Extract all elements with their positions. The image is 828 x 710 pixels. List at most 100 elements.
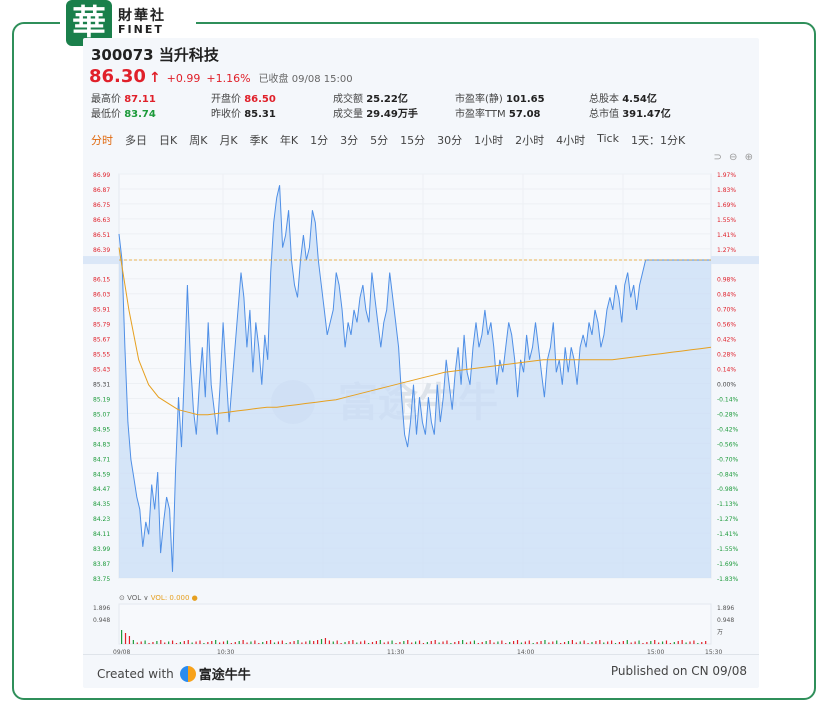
volume-bar	[587, 643, 589, 644]
finet-logo: 華 財華社 FINET	[66, 0, 166, 46]
volume-bar	[383, 642, 385, 644]
pct-tick-label: 0.84%	[717, 292, 736, 299]
y-tick-label: 84.83	[93, 441, 110, 448]
volume-bar	[630, 642, 632, 644]
tab-15[interactable]: Tick	[597, 132, 619, 145]
futu-logo-icon	[179, 665, 196, 682]
tab-8[interactable]: 3分	[340, 134, 359, 147]
volume-bar	[583, 640, 585, 644]
tab-16[interactable]: 1天：1分K	[630, 134, 686, 147]
volume-bar	[618, 642, 621, 644]
pct-tick-label: 0.14%	[717, 367, 736, 374]
volume-bar	[305, 641, 307, 644]
tab-11[interactable]: 30分	[437, 134, 463, 147]
volume-toggle[interactable]: ⊙ VOL ∨	[119, 594, 149, 602]
y-tick-label: 86.99	[93, 172, 110, 179]
pct-tick-label: -0.98%	[717, 486, 739, 493]
tab-9[interactable]: 5分	[370, 134, 389, 147]
chart-zoom-controls[interactable]: ⊃ ⊖ ⊕	[713, 152, 755, 163]
tab-14[interactable]: 4小时	[556, 134, 586, 147]
pct-tick-label: -1.69%	[717, 561, 739, 568]
tab-6[interactable]: 年K	[279, 134, 299, 147]
volume-bar	[407, 640, 409, 644]
tab-0[interactable]: 分时	[91, 134, 113, 147]
tab-2[interactable]: 日K	[159, 134, 178, 147]
y-tick-label: 85.91	[93, 307, 110, 314]
y-tick-label: 84.35	[93, 501, 110, 508]
pct-tick-label: -0.28%	[717, 411, 739, 418]
volume-bar	[195, 641, 197, 644]
volume-bar	[634, 641, 636, 644]
volume-bar	[164, 642, 166, 644]
volume-bar	[693, 640, 695, 644]
x-tick-label: 11:30	[387, 649, 404, 656]
tab-10[interactable]: 15分	[400, 134, 426, 147]
volume-bar	[136, 642, 138, 644]
x-tick-label: 14:00	[517, 649, 534, 656]
volume-bar	[434, 640, 436, 644]
volume-bar	[560, 643, 562, 644]
volume-bar	[364, 640, 366, 644]
volume-bar	[497, 641, 499, 644]
volume-bar	[614, 643, 617, 644]
volume-bar	[473, 640, 475, 644]
volume-bar	[607, 641, 609, 644]
volume-bar	[352, 640, 354, 644]
volume-bar	[422, 643, 425, 644]
volume-bar	[509, 642, 511, 644]
logo-glyph-icon: 華	[66, 0, 112, 46]
volume-bar	[654, 640, 656, 644]
volume-bar	[411, 642, 413, 644]
volume-bar	[360, 641, 362, 644]
volume-bar	[528, 640, 530, 644]
tab-1[interactable]: 多日	[125, 134, 147, 147]
pct-tick-label: 0.42%	[717, 337, 736, 344]
volume-bar	[638, 640, 640, 644]
tab-4[interactable]: 月K	[219, 134, 238, 147]
volume-bar	[168, 641, 170, 644]
volume-bar	[469, 641, 472, 644]
tab-12[interactable]: 1小时	[474, 134, 504, 147]
volume-bar	[418, 640, 421, 644]
volume-bar	[516, 640, 519, 644]
volume-bar	[701, 642, 703, 644]
intraday-chart: 86.99 1.97% 86.87 1.83% 86.75 1.69% 86.63 1.55%…	[83, 172, 759, 656]
created-with: Created with 富途牛牛	[97, 664, 251, 683]
vol-tick-right: 1.896	[717, 605, 734, 612]
volume-bar	[320, 639, 323, 644]
tab-3[interactable]: 周K	[189, 134, 208, 147]
volume-bar	[493, 642, 495, 644]
volume-bar	[426, 642, 428, 644]
volume-bar	[524, 641, 526, 644]
logo-text: 財華社 FINET	[118, 9, 166, 37]
volume-bar	[513, 641, 515, 644]
x-tick-label: 09/08	[113, 649, 130, 656]
volume-bar	[399, 642, 401, 644]
pct-tick-label: 1.69%	[717, 202, 736, 209]
tab-13[interactable]: 2小时	[515, 134, 545, 147]
volume-bar	[579, 641, 581, 644]
tab-5[interactable]: 季K	[249, 134, 268, 147]
pct-tick-label: -0.42%	[717, 426, 739, 433]
volume-bar	[175, 643, 178, 644]
published-on: Published on CN 09/08	[610, 664, 747, 678]
price-row: 86.30 ↑ +0.99 +1.16% 已收盘 09/08 15:00	[89, 66, 353, 87]
volume-bar	[403, 641, 405, 644]
tab-7[interactable]: 1分	[310, 134, 329, 147]
volume-bar	[124, 633, 127, 644]
outer-frame	[12, 22, 816, 700]
created-label: Created with	[97, 666, 174, 681]
volume-area	[118, 603, 712, 645]
last-price-tag-right	[711, 256, 759, 265]
pct-tick-label: 1.83%	[717, 187, 736, 194]
pct-tick-label: -0.70%	[717, 456, 739, 463]
volume-legend[interactable]: ⊙ VOL ∨ VOL: 0.000 ●	[119, 594, 198, 602]
volume-bar	[179, 642, 181, 644]
y-tick-label: 83.87	[93, 561, 110, 568]
pct-tick-label: 0.70%	[717, 307, 736, 314]
y-tick-label: 83.99	[93, 546, 110, 553]
y-tick-label: 84.11	[93, 531, 110, 538]
volume-bar	[685, 642, 687, 644]
volume-bar	[622, 641, 624, 644]
stat-open: 开盘价 86.50	[211, 94, 276, 105]
